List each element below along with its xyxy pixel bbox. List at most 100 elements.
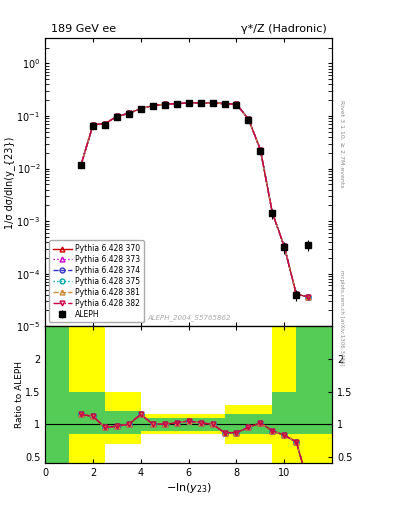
Pythia 6.428 381 [79,162,83,168]
Pythia 6.428 374 [79,162,83,168]
Pythia 6.428 374 [246,116,251,122]
Pythia 6.428 375 [127,110,131,116]
Line: Pythia 6.428 373: Pythia 6.428 373 [79,100,310,300]
Pythia 6.428 375 [186,100,191,106]
Pythia 6.428 381 [127,110,131,116]
Pythia 6.428 370 [79,162,83,168]
Pythia 6.428 370 [210,100,215,106]
Pythia 6.428 373 [151,102,155,109]
Pythia 6.428 370 [127,110,131,116]
Text: mcplots.cern.ch [arXiv:1306.3436]: mcplots.cern.ch [arXiv:1306.3436] [339,270,344,365]
Pythia 6.428 373 [198,100,203,106]
Pythia 6.428 375 [138,105,143,112]
Pythia 6.428 381 [258,146,263,153]
Pythia 6.428 374 [151,102,155,109]
Pythia 6.428 373 [210,100,215,106]
Pythia 6.428 373 [115,114,119,120]
Pythia 6.428 374 [127,110,131,116]
Pythia 6.428 375 [162,101,167,108]
Pythia 6.428 370 [115,114,119,120]
Pythia 6.428 375 [210,100,215,106]
Pythia 6.428 381 [103,120,107,126]
Pythia 6.428 373 [138,105,143,112]
Pythia 6.428 381 [174,100,179,106]
Pythia 6.428 375 [79,162,83,168]
Pythia 6.428 375 [198,100,203,106]
Pythia 6.428 375 [282,243,286,249]
Pythia 6.428 370 [258,146,263,153]
Pythia 6.428 370 [234,101,239,108]
Pythia 6.428 382 [282,243,286,249]
Pythia 6.428 382 [294,291,299,297]
Pythia 6.428 381 [282,243,286,249]
Pythia 6.428 382 [174,100,179,106]
Pythia 6.428 374 [306,294,310,300]
Pythia 6.428 375 [103,120,107,126]
Pythia 6.428 375 [222,100,227,106]
Pythia 6.428 374 [115,114,119,120]
Pythia 6.428 373 [234,101,239,108]
Legend: Pythia 6.428 370, Pythia 6.428 373, Pythia 6.428 374, Pythia 6.428 375, Pythia 6: Pythia 6.428 370, Pythia 6.428 373, Pyth… [49,240,144,323]
Pythia 6.428 375 [246,116,251,122]
Pythia 6.428 375 [258,146,263,153]
Pythia 6.428 382 [138,105,143,112]
Pythia 6.428 373 [222,100,227,106]
Pythia 6.428 374 [258,146,263,153]
Pythia 6.428 382 [234,101,239,108]
Pythia 6.428 381 [246,116,251,122]
Text: Rivet 3.1.10, ≥ 2.7M events: Rivet 3.1.10, ≥ 2.7M events [339,99,344,187]
Pythia 6.428 374 [222,100,227,106]
Pythia 6.428 373 [270,209,275,216]
Pythia 6.428 373 [306,294,310,300]
Line: Pythia 6.428 375: Pythia 6.428 375 [79,100,310,300]
Pythia 6.428 375 [115,114,119,120]
Pythia 6.428 382 [151,102,155,109]
Pythia 6.428 370 [306,294,310,300]
Pythia 6.428 370 [174,100,179,106]
Text: ALEPH_2004_S5765862: ALEPH_2004_S5765862 [147,314,230,321]
Pythia 6.428 381 [138,105,143,112]
Y-axis label: Ratio to ALEPH: Ratio to ALEPH [15,361,24,429]
Pythia 6.428 374 [174,100,179,106]
Pythia 6.428 381 [198,100,203,106]
Pythia 6.428 374 [162,101,167,108]
Pythia 6.428 373 [174,100,179,106]
Pythia 6.428 375 [174,100,179,106]
Pythia 6.428 382 [162,101,167,108]
Pythia 6.428 370 [103,120,107,126]
Pythia 6.428 381 [186,100,191,106]
Pythia 6.428 370 [294,291,299,297]
Pythia 6.428 374 [294,291,299,297]
Pythia 6.428 375 [91,122,95,128]
Pythia 6.428 382 [258,146,263,153]
Pythia 6.428 374 [270,209,275,216]
Pythia 6.428 375 [306,294,310,300]
Pythia 6.428 382 [270,209,275,216]
Pythia 6.428 381 [294,291,299,297]
Pythia 6.428 373 [186,100,191,106]
Pythia 6.428 370 [138,105,143,112]
Pythia 6.428 381 [210,100,215,106]
Pythia 6.428 373 [127,110,131,116]
Pythia 6.428 382 [186,100,191,106]
Pythia 6.428 381 [162,101,167,108]
Pythia 6.428 381 [151,102,155,109]
Pythia 6.428 370 [222,100,227,106]
Pythia 6.428 373 [162,101,167,108]
Pythia 6.428 382 [306,294,310,300]
Pythia 6.428 382 [91,122,95,128]
Pythia 6.428 382 [127,110,131,116]
Y-axis label: 1/σ dσ/dln(y_{23}): 1/σ dσ/dln(y_{23}) [4,136,15,228]
Pythia 6.428 374 [103,120,107,126]
Pythia 6.428 382 [210,100,215,106]
Pythia 6.428 370 [198,100,203,106]
Line: Pythia 6.428 381: Pythia 6.428 381 [79,100,310,300]
Pythia 6.428 382 [103,120,107,126]
Pythia 6.428 373 [258,146,263,153]
Pythia 6.428 374 [282,243,286,249]
Pythia 6.428 382 [222,100,227,106]
Pythia 6.428 374 [186,100,191,106]
Pythia 6.428 375 [270,209,275,216]
Pythia 6.428 370 [186,100,191,106]
Pythia 6.428 375 [151,102,155,109]
